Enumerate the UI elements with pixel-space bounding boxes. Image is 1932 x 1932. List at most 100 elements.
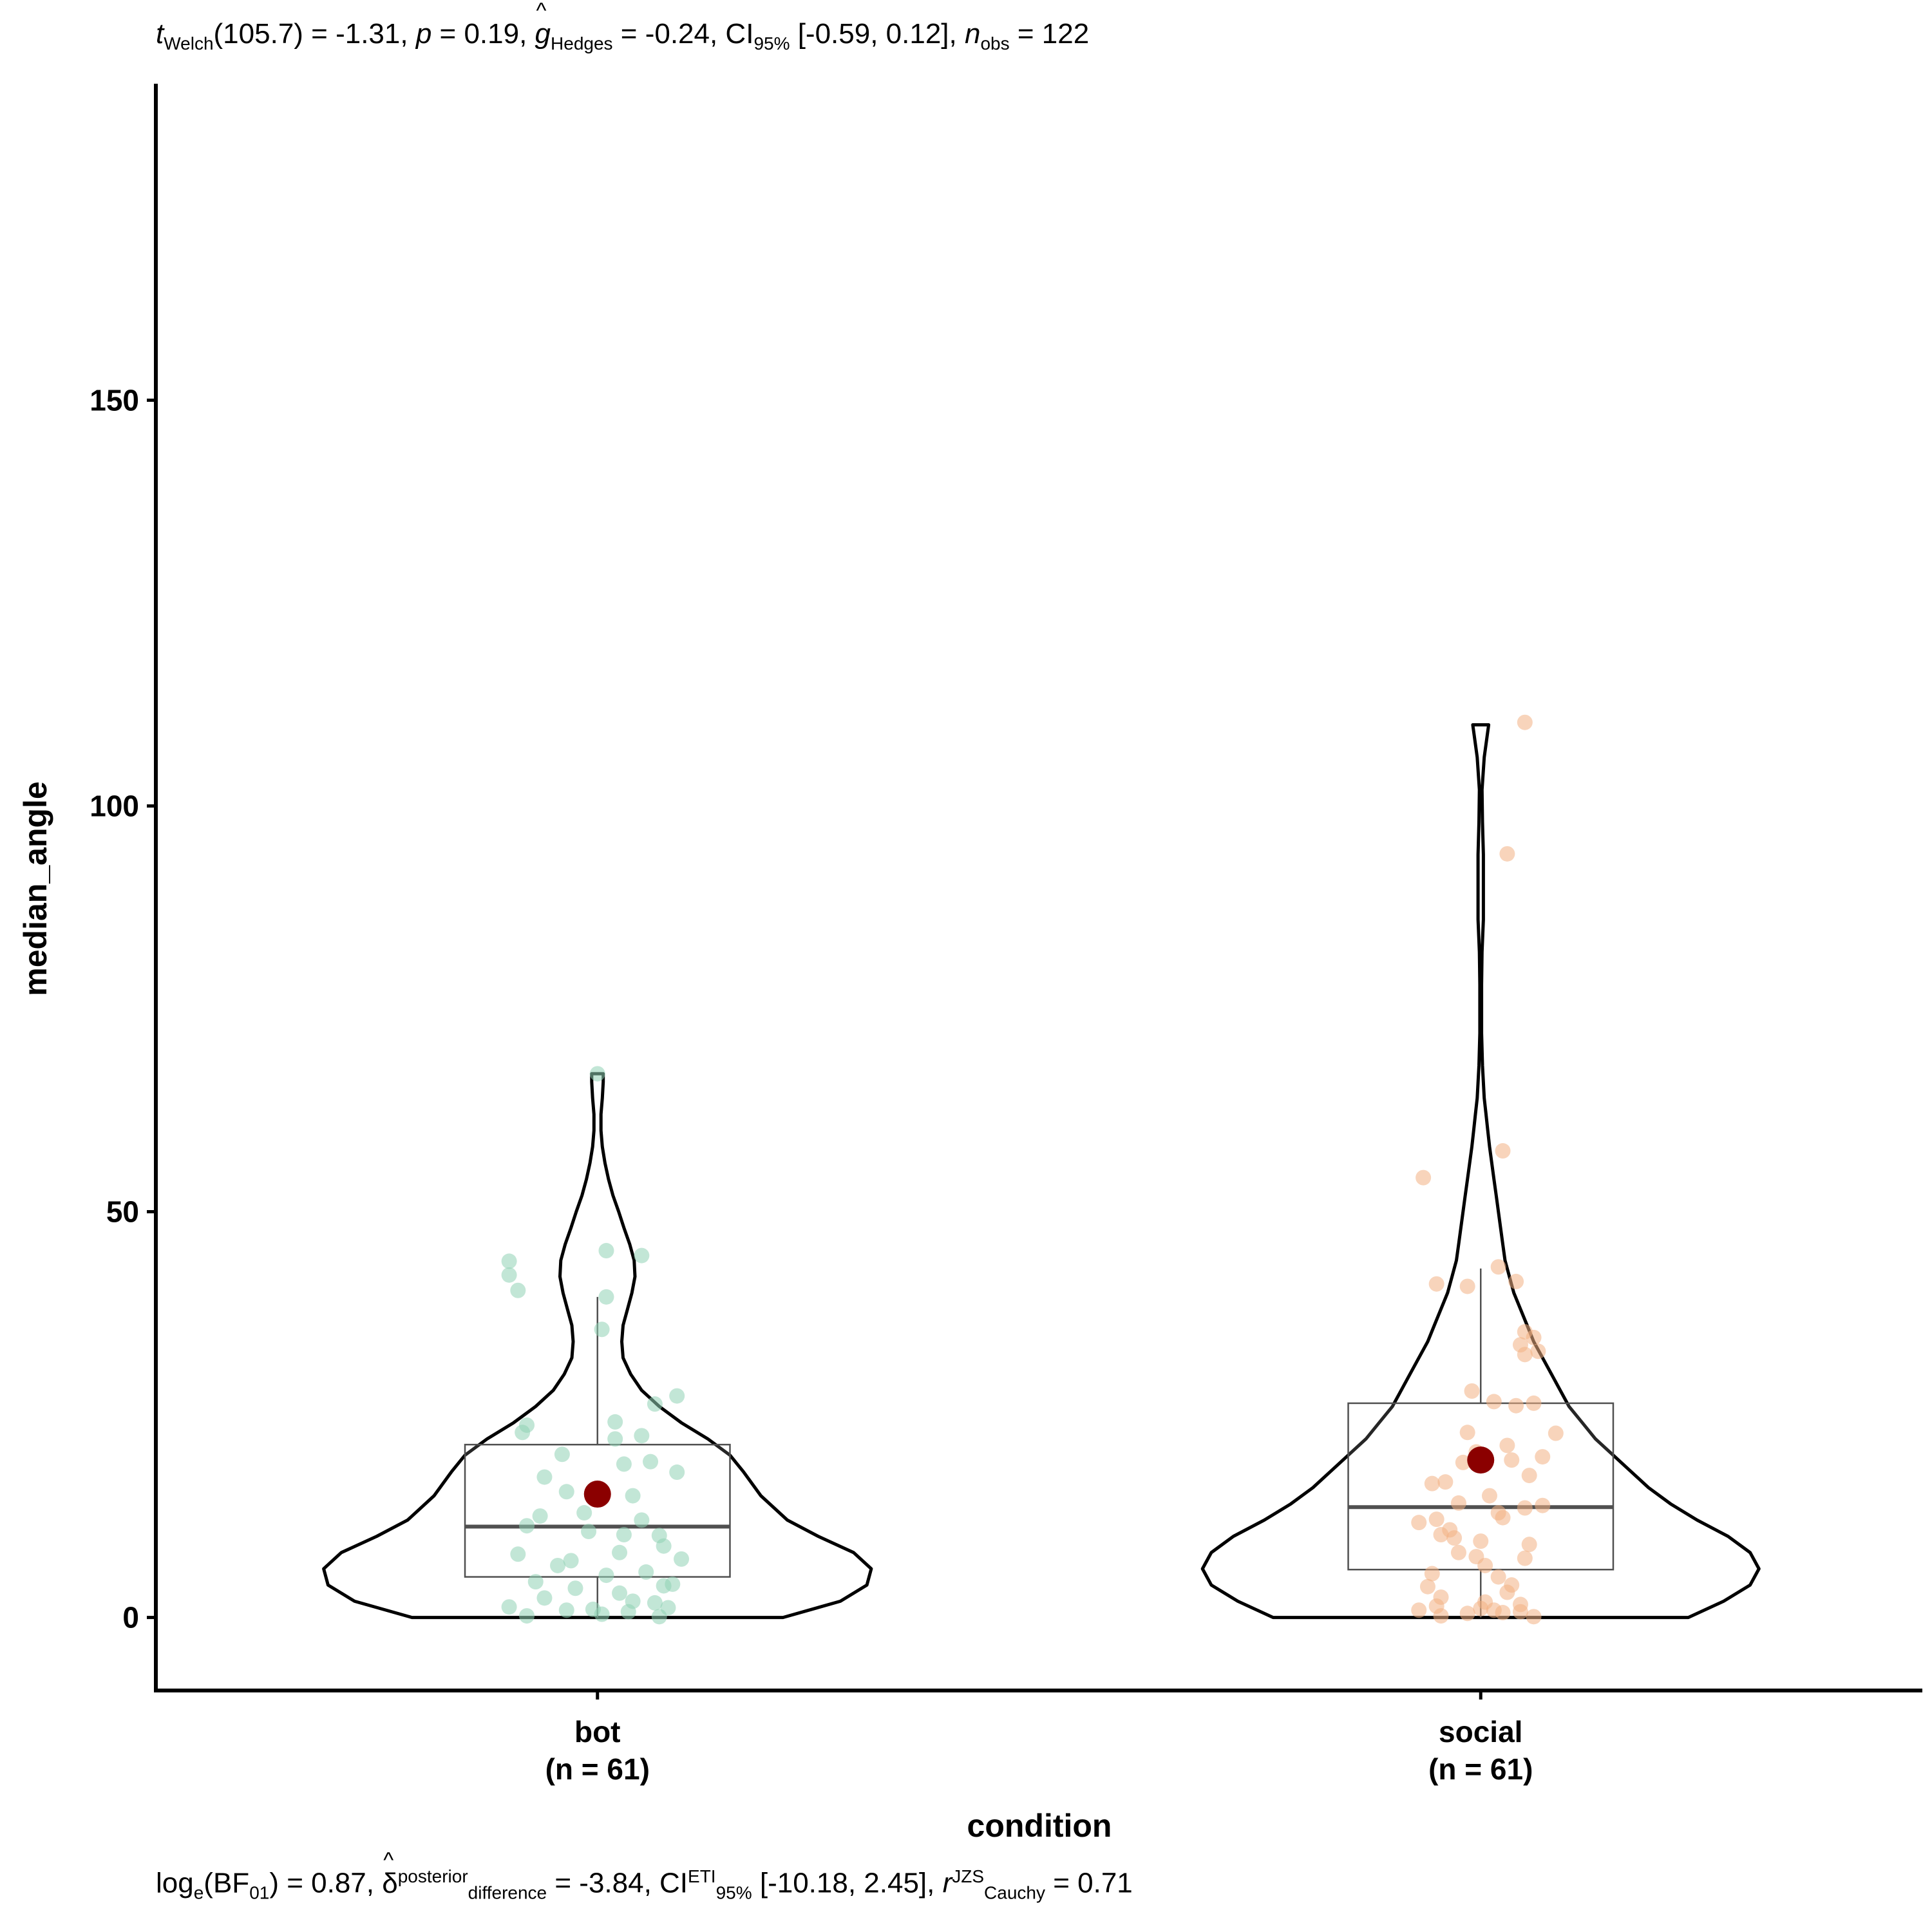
y-tick-label-0: 0 [122, 1601, 139, 1634]
point-social-35 [1473, 1533, 1489, 1549]
point-social-53 [1473, 1600, 1489, 1616]
caption-bf-sub: 01 [249, 1882, 270, 1903]
point-social-21 [1535, 1449, 1551, 1465]
point-social-7 [1508, 1273, 1524, 1289]
point-social-39 [1424, 1566, 1440, 1582]
caption-ci-sub: 95% [715, 1882, 752, 1903]
point-social-28 [1535, 1497, 1551, 1513]
x-tick-label-bot: bot [574, 1715, 621, 1748]
point-bot-51 [665, 1576, 681, 1592]
points-layer [501, 714, 1564, 1625]
caption-delta-value: = -3.84, CI [547, 1867, 688, 1899]
point-social-59 [1450, 1495, 1466, 1511]
point-social-12 [1530, 1343, 1546, 1359]
violin-social [1200, 723, 1761, 1620]
point-social-51 [1433, 1608, 1449, 1624]
point-social-15 [1508, 1397, 1524, 1414]
point-bot-20 [558, 1484, 574, 1500]
point-bot-43 [558, 1602, 574, 1618]
point-bot-17 [643, 1454, 659, 1470]
point-bot-23 [576, 1505, 592, 1521]
point-bot-8 [669, 1388, 685, 1404]
point-bot-4 [501, 1267, 517, 1283]
point-social-30 [1428, 1511, 1444, 1528]
point-bot-9 [647, 1396, 663, 1412]
point-social-2 [1416, 1170, 1432, 1186]
point-bot-12 [607, 1414, 623, 1430]
x-axis-title: condition [967, 1808, 1112, 1844]
caption-bf-value: ) = 0.87, [269, 1867, 383, 1899]
point-bot-35 [598, 1567, 614, 1584]
point-social-31 [1495, 1510, 1511, 1526]
point-bot-31 [612, 1544, 628, 1560]
caption-delta-sub: difference [468, 1882, 547, 1903]
point-bot-38 [612, 1585, 628, 1601]
point-bot-46 [651, 1609, 667, 1625]
caption-bf: (BF [204, 1867, 250, 1899]
point-social-13 [1464, 1383, 1480, 1399]
point-bot-36 [638, 1564, 654, 1580]
point-social-57 [1521, 1537, 1537, 1553]
point-social-25 [1437, 1474, 1454, 1490]
point-social-17 [1548, 1425, 1564, 1441]
point-social-37 [1517, 1550, 1533, 1566]
point-bot-27 [581, 1524, 597, 1540]
point-social-60 [1486, 1602, 1502, 1618]
point-social-26 [1424, 1475, 1440, 1492]
subtitle-g-sub: Hedges [551, 33, 613, 53]
point-social-32 [1411, 1515, 1427, 1531]
point-social-18 [1459, 1425, 1475, 1441]
caption-r-symbol: r [942, 1867, 952, 1899]
x-tick-count-social: (n = 61) [1428, 1752, 1533, 1786]
subtitle-p-symbol: p [415, 18, 432, 50]
subtitle-t-sub: Welch [164, 33, 214, 53]
x-tick-label-social: social [1439, 1715, 1522, 1748]
means-layer [583, 1446, 1495, 1508]
point-bot-40 [536, 1590, 553, 1606]
subtitle-ci-value: [-0.59, 0.12], [790, 18, 965, 50]
chart-caption: loge(BF01) = 0.87, δposteriordifference … [156, 1848, 1133, 1903]
subtitle-t-symbol: t [156, 18, 164, 50]
point-bot-29 [656, 1538, 672, 1554]
point-bot-45 [519, 1608, 535, 1624]
y-tick-label-150: 150 [90, 383, 139, 417]
caption-delta-symbol: δ [382, 1848, 398, 1900]
point-bot-33 [674, 1551, 690, 1567]
point-social-1 [1499, 846, 1515, 862]
point-social-5 [1459, 1278, 1475, 1294]
point-bot-44 [620, 1604, 636, 1620]
point-social-19 [1499, 1437, 1515, 1454]
subtitle-t-value: (105.7) = -1.31, [213, 18, 416, 50]
caption-r-sup: JZS [952, 1866, 985, 1886]
caption-log-sub: e [193, 1882, 204, 1903]
point-social-50 [1526, 1609, 1542, 1625]
point-bot-7 [594, 1321, 610, 1338]
x-tick-count-bot: (n = 61) [545, 1752, 650, 1786]
caption-r-sub: Cauchy [984, 1882, 1045, 1903]
box-bot [464, 1443, 731, 1578]
point-social-23 [1504, 1452, 1520, 1468]
point-social-3 [1428, 1276, 1444, 1292]
boxplots-layer [464, 1268, 1615, 1618]
y-tick-label-50: 50 [106, 1195, 139, 1229]
point-social-6 [1490, 1259, 1506, 1275]
point-bot-48 [501, 1599, 517, 1615]
point-bot-26 [616, 1527, 632, 1543]
point-bot-32 [563, 1553, 579, 1569]
point-social-47 [1411, 1602, 1427, 1618]
point-bot-0 [589, 1066, 605, 1082]
subtitle-g-symbol: g [535, 0, 551, 50]
point-bot-18 [536, 1469, 553, 1485]
subtitle-n-symbol: n [964, 18, 981, 50]
point-social-0 [1517, 714, 1533, 730]
point-social-36 [1450, 1544, 1466, 1560]
point-social-27 [1517, 1500, 1533, 1516]
point-bot-37 [567, 1580, 583, 1596]
point-social-40 [1490, 1569, 1506, 1585]
caption-r-value: = 0.71 [1045, 1867, 1133, 1899]
point-social-9 [1526, 1329, 1542, 1345]
point-social-56 [1442, 1522, 1458, 1538]
point-bot-14 [607, 1431, 623, 1447]
point-social-4 [1495, 1143, 1511, 1159]
point-bot-50 [527, 1574, 544, 1590]
